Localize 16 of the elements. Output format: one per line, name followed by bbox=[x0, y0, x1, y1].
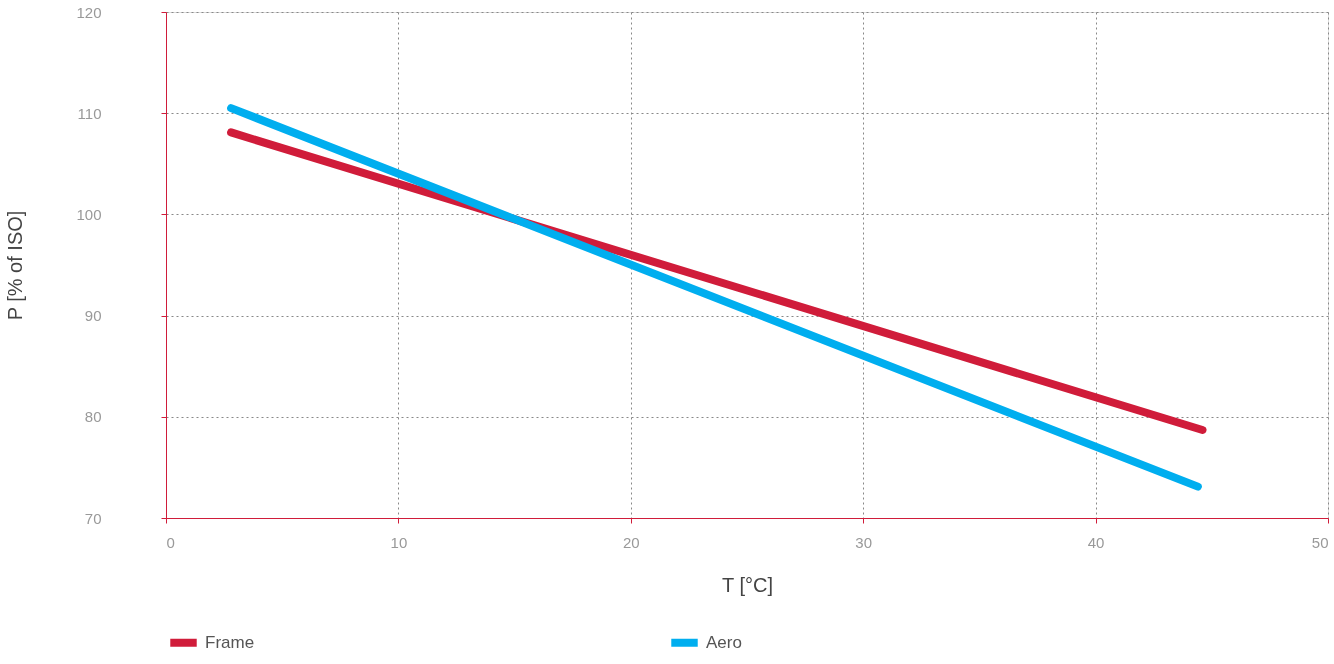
x-tick-label: 40 bbox=[1087, 533, 1105, 551]
y-tick-label: 80 bbox=[84, 408, 102, 426]
y-tick-label: 110 bbox=[77, 104, 102, 122]
x-tick-label: 50 bbox=[1311, 533, 1329, 551]
legend-label: Frame bbox=[205, 632, 255, 652]
y-tick-label: 100 bbox=[76, 205, 102, 223]
x-tick-label: 20 bbox=[622, 533, 640, 551]
y-tick-label: 120 bbox=[76, 3, 102, 21]
y-tick-label: 70 bbox=[84, 509, 102, 527]
x-tick-label: 10 bbox=[390, 533, 408, 551]
y-axis-title: P [% of ISO] bbox=[4, 210, 27, 321]
x-tick-label: 30 bbox=[855, 533, 873, 551]
x-tick-label: 0 bbox=[166, 533, 175, 551]
legend-label: Aero bbox=[706, 632, 742, 652]
y-tick-label: 90 bbox=[84, 307, 102, 325]
x-axis-title: T [°C] bbox=[722, 573, 773, 596]
